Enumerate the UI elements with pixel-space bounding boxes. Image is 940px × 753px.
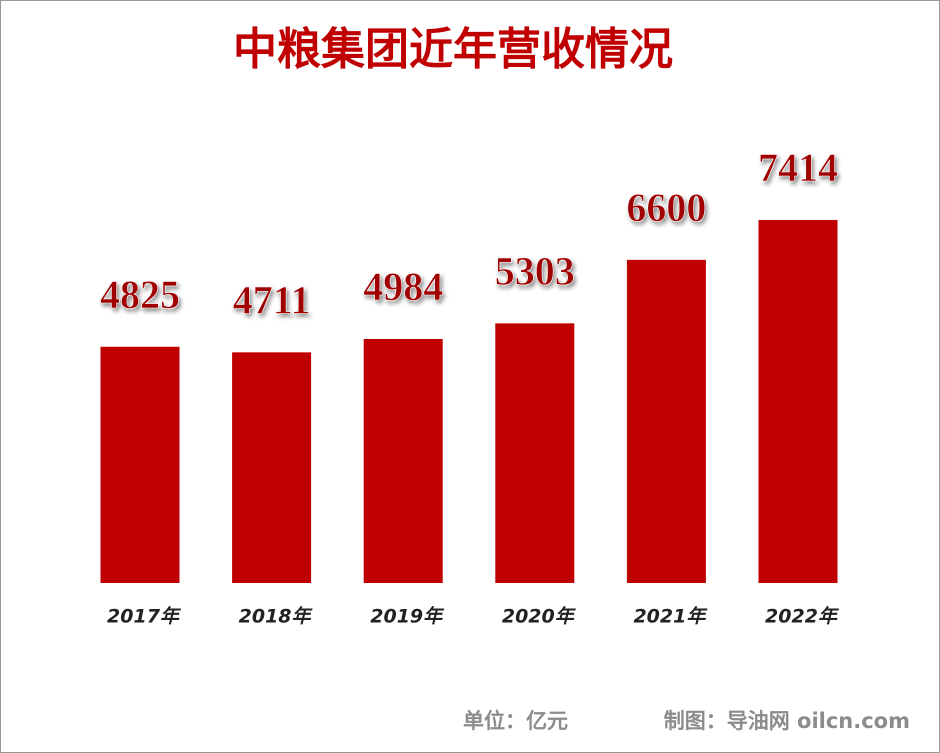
value-label: 7414 [758, 145, 838, 190]
value-label: 4984 [363, 264, 443, 309]
value-label: 4711 [233, 278, 311, 323]
value-label: 4825 [100, 272, 180, 317]
x-tick-label: 2022年 [765, 606, 840, 628]
chart-title: 中粮集团近年营收情况 [233, 24, 673, 75]
x-tick-label: 2021年 [633, 606, 708, 628]
bar [758, 220, 838, 583]
value-label: 5303 [495, 249, 575, 294]
source-note: 制图：导油网 oilcn.com [664, 709, 910, 733]
value-label: 6600 [626, 185, 706, 230]
bar [495, 323, 575, 583]
x-tick-label: 2018年 [239, 606, 314, 628]
bar [100, 346, 180, 583]
x-tick-label: 2020年 [502, 606, 577, 628]
unit-note: 单位：亿元 [463, 709, 568, 733]
x-tick-label: 2019年 [370, 606, 445, 628]
x-tick-label: 2017年 [107, 606, 182, 628]
bar [626, 259, 706, 583]
bar [363, 338, 443, 583]
bar [232, 352, 312, 583]
